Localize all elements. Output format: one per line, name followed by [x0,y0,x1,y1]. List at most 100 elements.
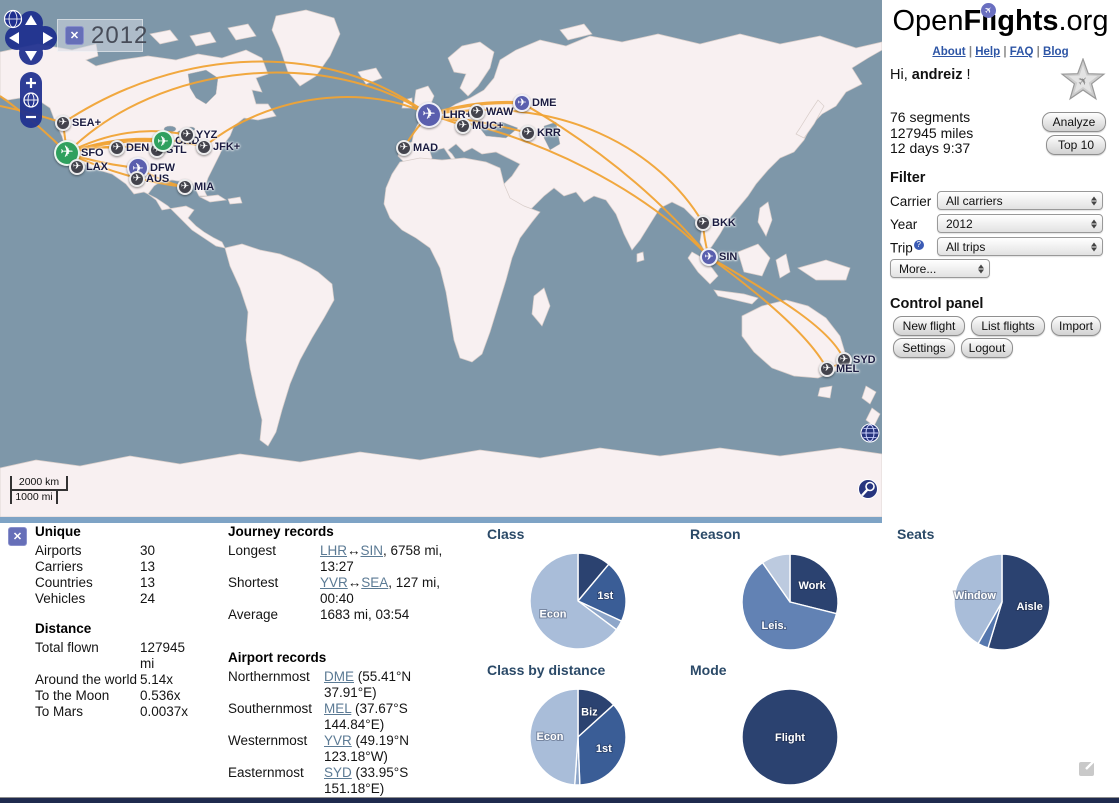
journey-heading: Journey records [228,524,334,539]
more-select[interactable]: More... [890,259,990,278]
top10-button[interactable]: Top 10 [1046,135,1106,155]
airport-link[interactable]: LHR [320,543,348,558]
stat-row: To the Moon 0.536x [35,688,181,703]
achievement-star-icon: ✈ [1060,58,1106,101]
new-flight-button[interactable]: New flight [893,316,965,336]
journey-records-block: Journey records Longest LHR↔SIN, 6758 mi… [228,524,478,623]
airport-marker-sfo[interactable]: ✈ SFO [54,140,104,166]
airport-marker-bkk[interactable]: ✈ BKK [695,215,736,231]
airport-link[interactable]: SEA [361,575,389,590]
continents [0,9,882,517]
airport-code-label: MUC+ [472,120,504,132]
close-icon[interactable]: ✕ [65,26,84,45]
airport-marker-mel[interactable]: ✈ MEL [819,361,859,377]
help-icon[interactable]: ? [913,240,924,250]
plane-icon: ✈ [199,141,209,152]
airport-marker-ord[interactable]: ✈ORD [152,130,199,152]
stat-row: Around the world 5.14x [35,672,174,687]
class-by-distance-chart-title: Class by distance [487,662,606,678]
stat-row: Airports 30 [35,543,156,558]
pie-slice-window [953,553,1003,645]
nav-link-about[interactable]: About [932,46,966,58]
zoom-world-icon[interactable] [23,92,39,108]
airport-marker-lhr[interactable]: ✈ LHR+ [416,102,472,128]
pie-label: Leis. [762,620,787,632]
journey-row: Average 1683 mi, 03:54 [228,607,410,622]
username: andreiz [911,67,963,83]
airport-marker-lax[interactable]: ✈ LAX [69,159,108,175]
airport-marker-muc[interactable]: ✈ MUC+ [455,118,503,134]
airport-code-label: MAD [413,142,439,154]
map-globe-attribution-icon[interactable] [860,423,882,445]
airport-code-label: YYZ [196,129,218,141]
summary-miles: 127945 miles [890,124,974,141]
airport-code-label: DFW [150,162,176,174]
nav-link-faq[interactable]: FAQ [1009,46,1034,58]
airport-marker-aus[interactable]: ✈ AUS [129,171,169,187]
import-button[interactable]: Import [1051,316,1101,336]
plane-icon: ✈ [822,363,832,374]
carrier-select[interactable]: All carriers [937,191,1103,210]
list-flights-button[interactable]: List flights [971,316,1045,336]
globe-reset-icon[interactable] [4,9,23,29]
airport-marker-sin[interactable]: ✈ SIN [700,248,737,266]
nav-separator: | [1003,46,1007,58]
close-icon[interactable]: ✕ [8,527,27,546]
airport-link[interactable]: DME [324,669,354,684]
airport-marker-waw[interactable]: ✈ WAW [469,104,514,120]
airport-marker-yyz[interactable]: ✈ YYZ [179,127,217,143]
airport-marker-den[interactable]: ✈ DEN [109,140,149,156]
trip-select[interactable]: All trips [937,237,1103,256]
reason-chart-title: Reason [690,526,741,542]
airport-link[interactable]: YVR [320,575,348,590]
airport-code-label: MIA [194,181,215,193]
pie-label: Econ [540,609,567,621]
zoom-in-icon[interactable] [26,78,36,88]
year-badge-label: 2012 [91,21,149,49]
pan-left-icon[interactable] [9,32,19,44]
logout-button[interactable]: Logout [961,338,1013,358]
pan-right-icon[interactable] [43,32,53,44]
airport-marker-sea[interactable]: ✈ SEA+ [55,115,101,131]
settings-button[interactable]: Settings [893,338,955,358]
pie-chart-reason: Work Leis. [741,553,839,651]
map-magnifier-icon[interactable] [858,479,880,501]
airport-link[interactable]: SIN [360,543,384,558]
plane-icon: ✈ [58,117,68,128]
map-year-badge: ✕ 2012 [57,19,147,52]
analyze-button[interactable]: Analyze [1042,112,1106,132]
airport-link[interactable]: YVR [324,733,352,748]
unique-stats-block: Unique Airports 30 Carriers 13 Countries 13… [35,524,220,607]
airport-code-label: SIN [719,251,738,263]
export-icon[interactable] [1076,756,1100,780]
seats-chart-title: Seats [897,526,935,542]
airport-link[interactable]: SYD [324,765,352,780]
stat-row: Countries 13 [35,575,156,590]
class-chart-title: Class [487,526,525,542]
year-select[interactable]: 2012 [937,214,1103,233]
carrier-label: Carrier [890,194,932,209]
airport-marker-mad[interactable]: ✈ MAD [396,140,438,156]
pan-down-icon[interactable] [25,51,37,61]
pie-label: 1st [596,743,612,755]
stat-row: Total flown 127945 mi [35,640,186,671]
world-map[interactable]: ✈SEA+✈SFO✈LAX✈DEN✈DFW✈AUS✈STL✈ORD✈YYZ✈JF… [0,0,882,517]
nav-link-blog[interactable]: Blog [1043,46,1069,58]
select-arrows-icon [1091,196,1097,205]
plane-icon: ✈ [157,133,169,149]
plane-icon: ✈ [704,250,714,263]
airport-records-heading: Airport records [228,650,327,665]
plane-icon: ✈ [112,142,122,153]
pie-slice-aisle [987,553,1051,651]
plane-icon: ✈ [182,129,192,140]
airport-marker-mia[interactable]: ✈ MIA [177,179,214,195]
nav-link-help[interactable]: Help [975,46,1001,58]
map-pan-zoom-control[interactable] [4,6,58,131]
pan-up-icon[interactable] [25,15,37,25]
airport-marker-krr[interactable]: ✈ KRR [520,125,561,141]
airport-marker-dme[interactable]: ✈ DME [513,94,556,112]
airport-marker-jfk[interactable]: ✈ JFK+ [196,139,240,155]
airport-link[interactable]: MEL [324,701,352,716]
airport-marker-syd[interactable]: ✈ SYD [836,352,876,368]
